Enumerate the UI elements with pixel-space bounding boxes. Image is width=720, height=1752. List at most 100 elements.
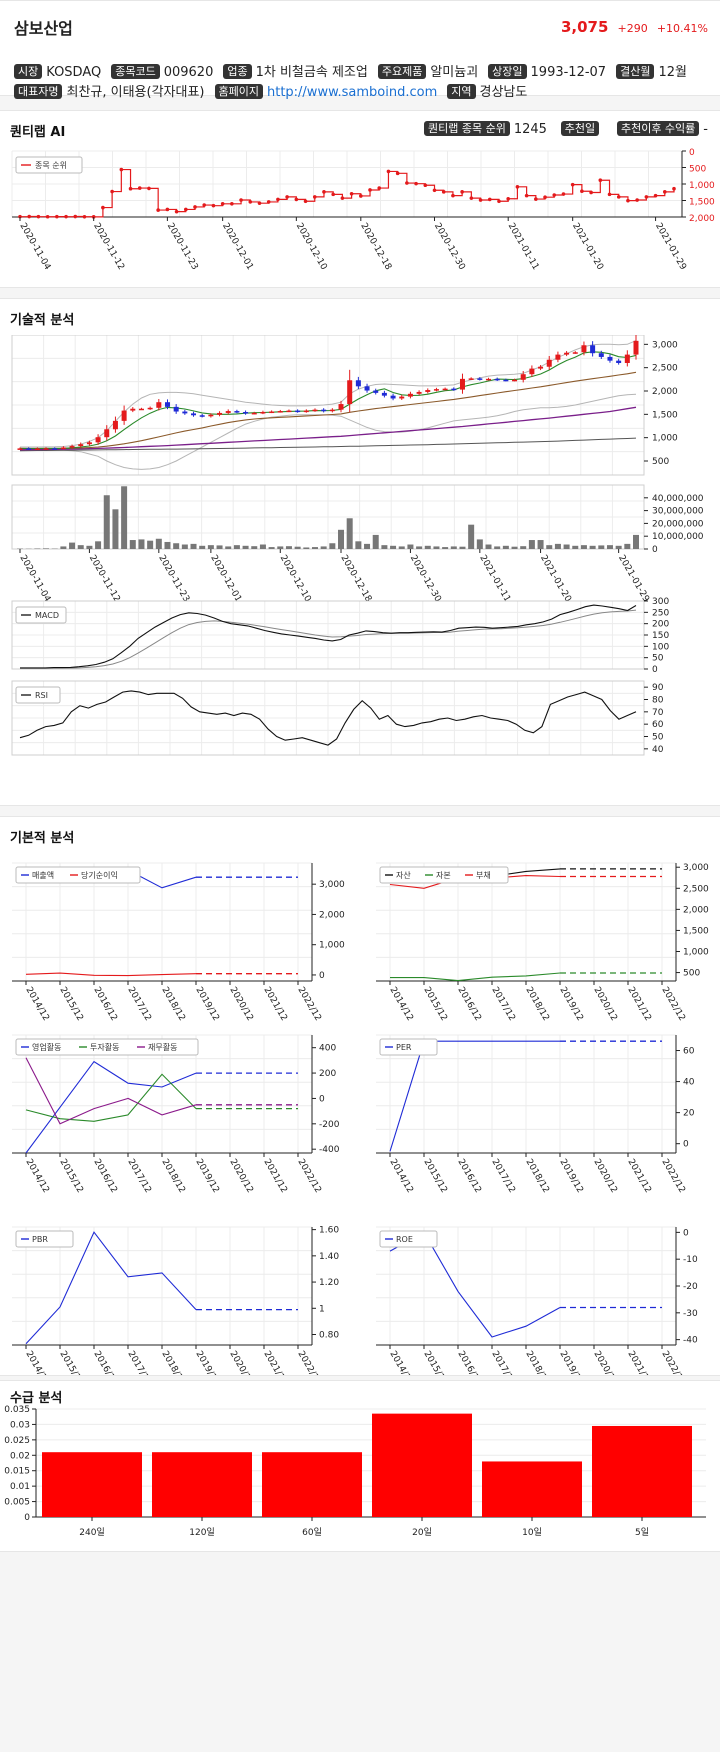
plot-frame (11, 335, 645, 476)
info-label: 업종 (223, 64, 252, 79)
y-tick-label: 0.02 (10, 1451, 30, 1461)
candle-body (69, 446, 75, 448)
x-tick-label: 2020-11-04 (17, 222, 52, 273)
rank-point (82, 214, 87, 219)
volume-bar (181, 544, 188, 549)
rank-point (626, 198, 630, 203)
rank-point (18, 214, 22, 219)
x-tick-label: 2017/12 (125, 1350, 152, 1376)
rank-point (570, 182, 575, 187)
candle-body (269, 411, 275, 414)
volume-bar (390, 545, 397, 549)
legend-label: PER (396, 1043, 412, 1052)
x-tick-label: 2016/12 (455, 986, 482, 1023)
candle-body (546, 359, 552, 367)
candle-body (217, 412, 223, 415)
rank-point (580, 189, 584, 194)
candle-body (633, 340, 639, 355)
candle-body (373, 390, 379, 393)
info-value: KOSDAQ (46, 65, 102, 80)
x-tick-label: 2014/12 (23, 986, 50, 1023)
rank-point (184, 207, 188, 212)
y-tick-label: -30 (683, 1309, 698, 1319)
rank-point (662, 190, 667, 194)
x-tick-label: 2022/12 (295, 986, 322, 1023)
rank-point (110, 189, 114, 194)
rank-point (220, 202, 225, 206)
volume-bar (121, 486, 128, 549)
x-tick-label: 2017/12 (489, 1350, 516, 1376)
legend-label: ROE (396, 1235, 413, 1244)
rank-point (239, 198, 243, 202)
rank-point (414, 181, 418, 186)
rank-point (27, 214, 32, 219)
rank-point (478, 198, 483, 202)
y-tick-label: 100 (652, 642, 669, 652)
legend-label: 투자활동 (90, 1042, 119, 1052)
x-tick-label: 2014/12 (23, 1350, 50, 1376)
x-tick-label: 2018/12 (159, 1350, 186, 1376)
y-tick-label: 40 (652, 745, 664, 755)
candle-body (52, 448, 58, 450)
volume-bar (173, 543, 180, 549)
supply-bar (42, 1452, 142, 1517)
fundamental-panel-3: -400 -200 0 200 400 2014/12 2015/12 2016/12 2017… (12, 1034, 340, 1195)
rank-point (101, 205, 105, 210)
x-tick-label: 240일 (79, 1527, 104, 1538)
y-tick-label: 2,500 (652, 364, 678, 374)
legend-box (15, 686, 61, 704)
rank-point (561, 192, 566, 196)
price-block: 3,075 +290 +10.41% (561, 17, 708, 36)
y-tick-label: 1,000 (683, 948, 709, 958)
y-tick-label: 30,000,000 (652, 507, 704, 517)
supply-bar (262, 1452, 362, 1517)
x-tick-label: 2016/12 (455, 1350, 482, 1376)
rank-point (193, 205, 197, 209)
candle-body (321, 409, 327, 412)
homepage-link[interactable]: http://www.samboind.com (266, 85, 438, 100)
x-tick-label: 2015/12 (57, 1350, 84, 1376)
x-tick-label: 2014/12 (387, 1158, 414, 1195)
plot-frame (11, 484, 645, 550)
rank-point (91, 215, 96, 219)
rank-line (20, 168, 675, 218)
y-tick-label: 40,000,000 (652, 494, 704, 504)
quantlab-title: 퀀티랩 AI (10, 125, 66, 140)
legend-box (379, 866, 509, 884)
info-label: 주요제품 (377, 64, 427, 79)
x-tick-label: 2015/12 (57, 986, 84, 1023)
y-tick-label: 0.80 (319, 1331, 339, 1341)
volume-bar (572, 545, 579, 549)
x-tick-label: 2021/12 (625, 1158, 652, 1195)
rank-point (386, 169, 391, 174)
supply-bar-chart: 0 0.005 0.01 0.015 0.02 0.025 0.03 0.035 240일 120… (4, 1405, 706, 1538)
candle-body (381, 392, 387, 396)
candle-body (503, 379, 509, 382)
x-tick-label: 2022/12 (295, 1350, 322, 1376)
candle-body (564, 352, 570, 355)
x-tick-label: 20일 (412, 1527, 432, 1538)
rank-point (359, 194, 363, 198)
volume-bar (372, 534, 379, 549)
candle-body (529, 368, 535, 375)
rank-point (534, 197, 538, 201)
volume-bar (95, 541, 102, 549)
series-line (25, 1057, 197, 1125)
rank-point (165, 207, 170, 212)
macd-line (20, 604, 637, 669)
y-tick-label: 0.03 (10, 1420, 30, 1430)
x-tick-label: 2021/12 (625, 1350, 652, 1376)
x-tick-label: 2014/12 (387, 986, 414, 1023)
y-tick-label: 0.01 (10, 1482, 30, 1492)
volume-bar (43, 548, 50, 549)
rank-point (294, 197, 299, 202)
volume-bar (259, 544, 266, 549)
y-tick-label: 2,000 (319, 910, 345, 920)
x-tick-label: 2020/12 (227, 1350, 254, 1376)
x-tick-label: 2018/12 (159, 1158, 186, 1195)
x-tick-label: 2015/12 (57, 1158, 84, 1195)
x-tick-label: 120일 (189, 1527, 214, 1538)
x-tick-label: 2021/12 (261, 1158, 288, 1195)
info-value: 12월 (658, 65, 687, 80)
